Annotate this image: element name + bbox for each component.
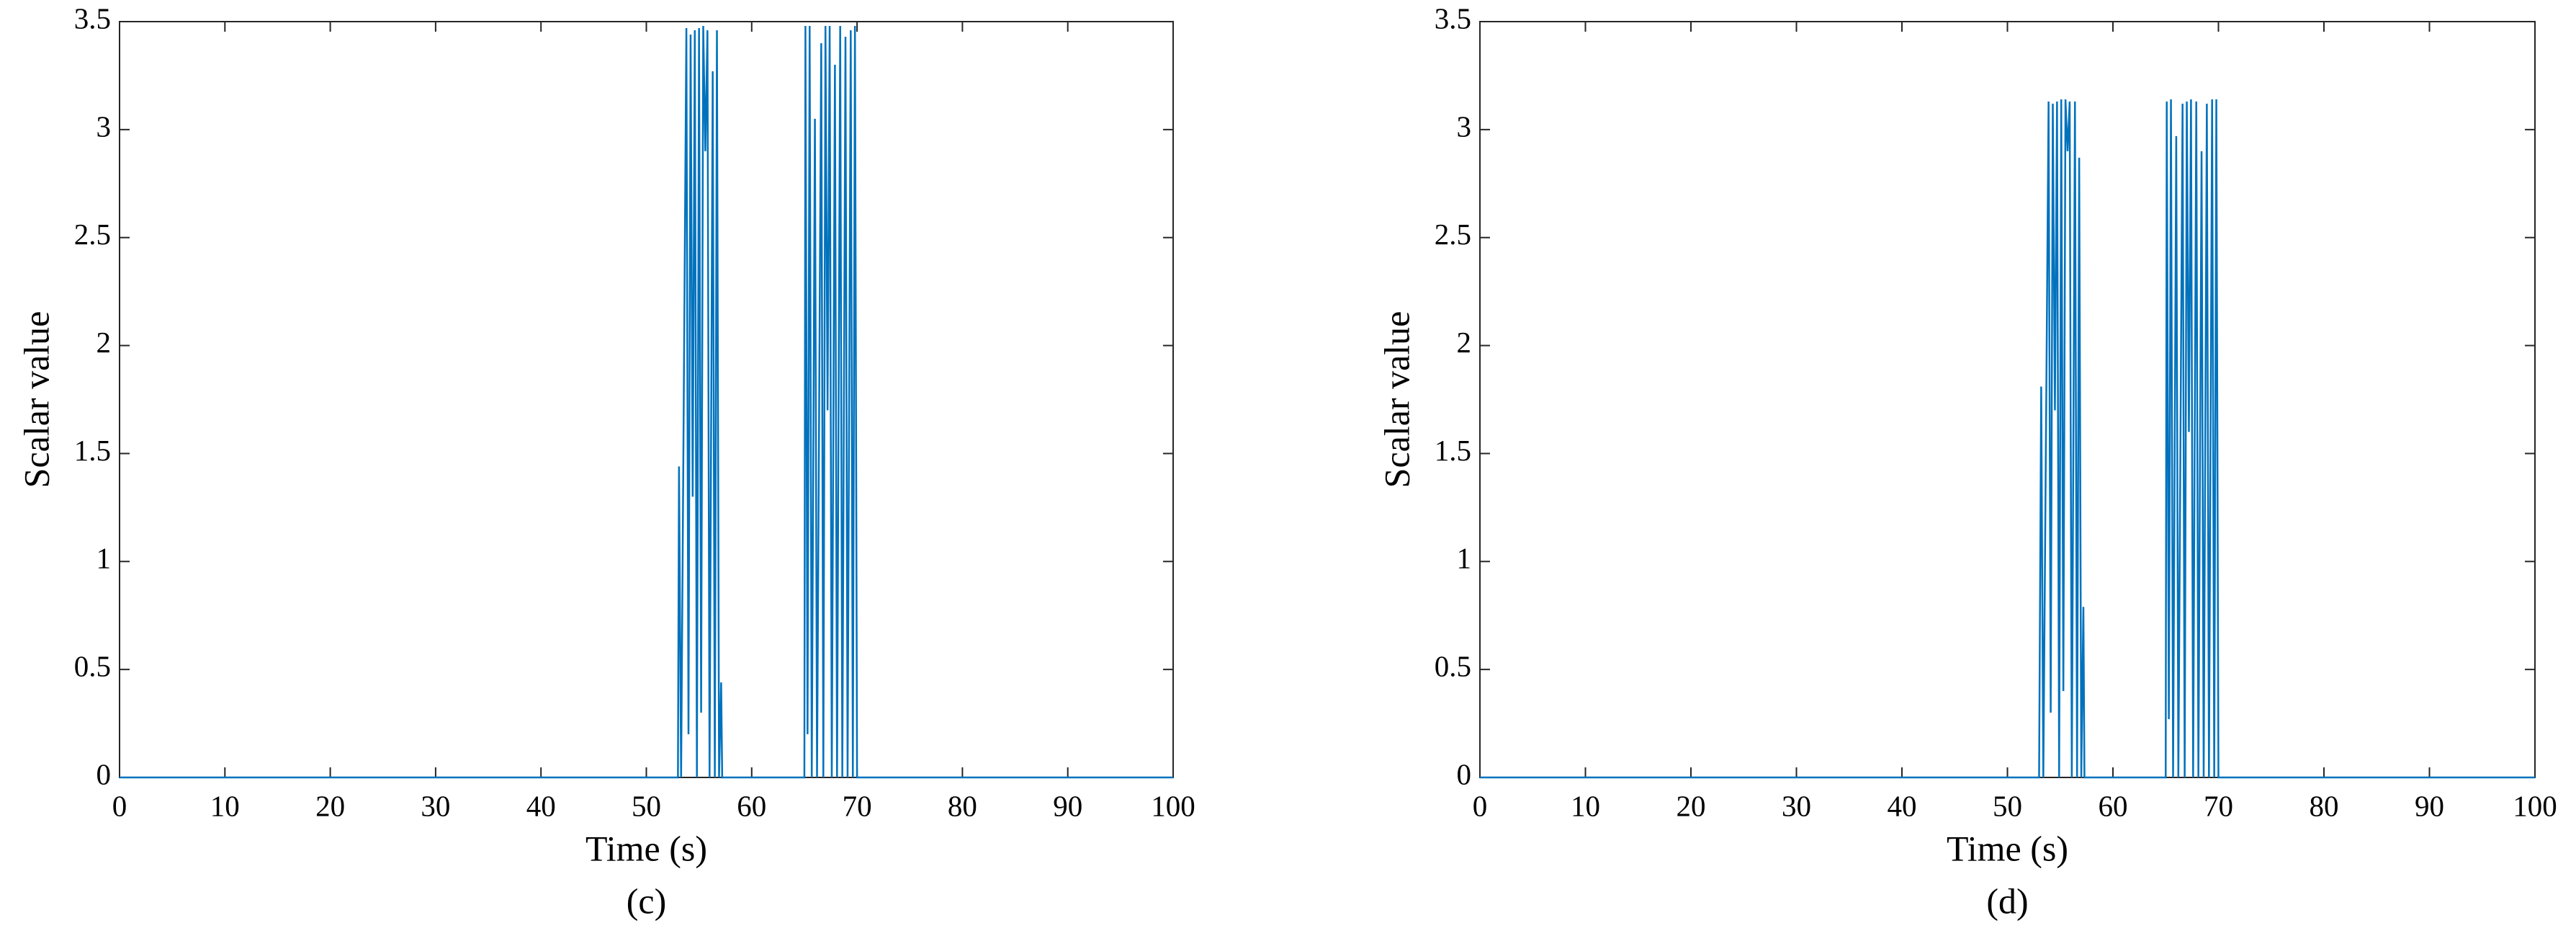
x-tick-label: 100 [1151,789,1195,822]
caption: (d) [1986,880,2028,921]
x-tick-label: 80 [948,789,977,822]
y-tick-label: 2 [1457,326,1472,359]
y-tick-label: 2 [97,326,112,359]
axes-box [1479,21,2536,778]
x-tick-label: 10 [1571,789,1600,822]
x-tick-label: 100 [2513,789,2557,822]
y-tick-label: 0 [97,757,112,790]
y-tick-label: 2.5 [74,218,111,251]
x-tick-label: 50 [632,789,661,822]
y-tick-label: 1 [1457,542,1472,575]
y-tick-label: 3 [1457,110,1472,143]
x-tick-label: 20 [315,789,345,822]
x-tick-label: 50 [1993,789,2022,822]
x-tick-label: 80 [2310,789,2339,822]
caption: (c) [627,880,667,921]
x-tick-label: 60 [2099,789,2128,822]
x-tick-label: 30 [421,789,450,822]
data-line [120,25,1173,779]
y-tick-label: 3.5 [74,1,111,35]
x-tick-label: 60 [737,789,766,822]
x-tick-label: 10 [210,789,240,822]
y-tick-label: 1.5 [1435,434,1471,467]
x-axis-label: Time (s) [585,828,707,868]
axes-box [119,21,1174,778]
x-tick-label: 90 [1053,789,1082,822]
x-tick-label: 40 [526,789,556,822]
x-tick-label: 0 [1473,789,1488,822]
y-tick-label: 0 [1457,757,1472,790]
x-tick-label: 40 [1888,789,1917,822]
y-tick-label: 3.5 [1435,1,1471,35]
x-axis-label: Time (s) [1947,828,2068,868]
x-tick-label: 70 [843,789,872,822]
y-tick-label: 0.5 [1435,650,1471,683]
y-axis-label: Scalar value [16,311,56,489]
x-tick-label: 30 [1782,789,1811,822]
y-tick-label: 3 [97,110,112,143]
x-tick-label: 70 [2204,789,2233,822]
x-tick-label: 20 [1677,789,1706,822]
x-tick-label: 0 [112,789,127,822]
y-tick-label: 1 [97,542,112,575]
y-tick-label: 1.5 [74,434,111,467]
y-tick-label: 2.5 [1435,218,1471,251]
x-tick-label: 90 [2415,789,2444,822]
data-line [1480,99,2535,779]
y-tick-label: 0.5 [74,650,111,683]
y-axis-label: Scalar value [1376,311,1417,489]
